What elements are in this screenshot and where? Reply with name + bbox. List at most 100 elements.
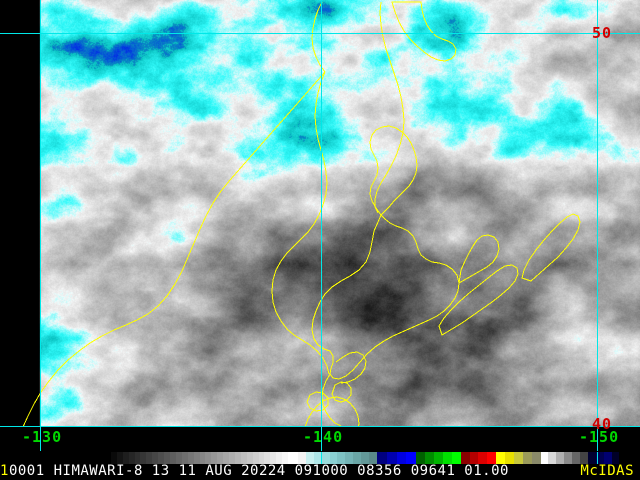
colorbar-segment: [297, 452, 306, 464]
colorbar-segment: [425, 452, 435, 464]
colorbar-segment: [368, 452, 377, 464]
colorbar-segment: [595, 452, 604, 464]
colorbar-segment: [134, 452, 141, 464]
coastline-sakhalin-west: [375, 2, 404, 213]
latitude-gridline-40: [0, 426, 640, 427]
colorbar-segment: [164, 452, 170, 464]
colorbar-segment: [353, 452, 362, 464]
annotation-bar: -130 -140 -150: [0, 427, 640, 480]
longitude-label-130: -130: [22, 428, 63, 446]
colorbar-segment: [205, 452, 212, 464]
colorbar-segment: [451, 452, 461, 464]
colorbar-tick-150: [597, 452, 598, 464]
frame-number: 1: [0, 463, 9, 479]
coastline-shimokita: [336, 352, 366, 383]
colorbar-segment: [469, 452, 479, 464]
colorbar-segment: [211, 452, 218, 464]
colorbar-segment: [434, 452, 443, 464]
status-text: 0001 HIMAWARI-8 13 11 AUG 20224 091000 0…: [8, 463, 509, 479]
satellite-image-panel[interactable]: 50: [0, 0, 640, 427]
coastline-primorye: [23, 2, 325, 427]
colorbar-segment: [478, 452, 488, 464]
colorbar-segment: [564, 452, 573, 464]
colorbar-segment: [513, 452, 523, 464]
colorbar-segment: [116, 452, 123, 464]
colorbar-segment: [140, 452, 147, 464]
colorbar-segment: [264, 452, 271, 464]
colorbar-segment: [246, 452, 253, 464]
colorbar-segment: [460, 452, 470, 464]
colorbar-segment: [110, 452, 117, 464]
gridline-stub-150: [597, 427, 598, 451]
colorbar-segment: [337, 452, 346, 464]
latitude-label-40: 40: [592, 415, 613, 433]
colorbar-segment: [329, 452, 338, 464]
colorbar-segment: [603, 452, 612, 464]
coastline-sakhalin: [392, 2, 456, 61]
coastline-shiretoko-peninsula: [459, 235, 499, 283]
colorbar-segment: [175, 452, 182, 464]
colorbar-segment: [288, 452, 298, 464]
coastline-small-island-1: [332, 382, 351, 402]
colorbar-segment: [548, 452, 557, 464]
colorbar-segment: [580, 452, 588, 464]
colorbar-segment: [406, 452, 417, 464]
colorbar-segment: [270, 452, 277, 464]
coastline-vector-overlay: [0, 0, 640, 427]
gridline-stub-130: [40, 427, 41, 451]
coastline-small-island-2: [307, 392, 328, 411]
coastline-hokkaido: [312, 215, 459, 379]
colorbar-segment: [234, 452, 241, 464]
mcidas-logo-label: McIDAS: [580, 463, 634, 479]
colorbar-segment: [276, 452, 283, 464]
colorbar-segment: [229, 452, 235, 464]
colorbar-segment: [505, 452, 514, 464]
coastline-honshu-west: [305, 397, 359, 427]
colorbar-tick-140: [321, 452, 322, 464]
enhancement-colorbar[interactable]: [105, 452, 620, 464]
colorbar-segment: [531, 452, 541, 464]
colorbar-segment: [158, 452, 165, 464]
colorbar-segment: [240, 452, 247, 464]
colorbar-segment: [282, 452, 289, 464]
colorbar-segment: [199, 452, 206, 464]
colorbar-segment: [105, 452, 111, 464]
colorbar-segment: [321, 452, 330, 464]
colorbar-segment: [152, 452, 159, 464]
colorbar-segment: [305, 452, 314, 464]
colorbar-segment: [187, 452, 194, 464]
colorbar-segment: [258, 452, 265, 464]
coastline-hokkaido-northwest: [370, 126, 417, 215]
longitude-label-150: -150: [579, 428, 620, 446]
status-line: 10001 HIMAWARI-8 13 11 AUG 20224 091000 …: [0, 462, 640, 480]
colorbar-segment: [442, 452, 452, 464]
colorbar-segment: [587, 452, 596, 464]
colorbar-segment: [313, 452, 322, 464]
longitude-gridline-130: [40, 0, 41, 427]
colorbar-segment: [361, 452, 369, 464]
colorbar-segment: [122, 452, 129, 464]
coastline-honshu-north: [322, 374, 341, 426]
latitude-gridline-50: [0, 33, 640, 34]
longitude-gridline-150: [597, 0, 598, 427]
colorbar-segment: [572, 452, 580, 464]
longitude-gridline-140: [321, 0, 322, 427]
coastline-iturup-island: [522, 214, 580, 281]
coastline-kunashir-island: [439, 265, 518, 335]
colorbar-segment: [556, 452, 565, 464]
colorbar-segment: [416, 452, 426, 464]
colorbar-segment: [376, 452, 387, 464]
colorbar-segment: [223, 452, 230, 464]
colorbar-segment: [396, 452, 407, 464]
colorbar-segment: [252, 452, 259, 464]
colorbar-segment: [487, 452, 497, 464]
colorbar-segment: [345, 452, 354, 464]
gridline-stub-140: [321, 427, 322, 451]
coastline-amur-inland: [272, 72, 329, 374]
colorbar-segment: [611, 452, 620, 464]
longitude-label-140: -140: [303, 428, 344, 446]
latitude-label-50: 50: [592, 24, 613, 42]
colorbar-segment: [522, 452, 532, 464]
colorbar-segment: [496, 452, 506, 464]
